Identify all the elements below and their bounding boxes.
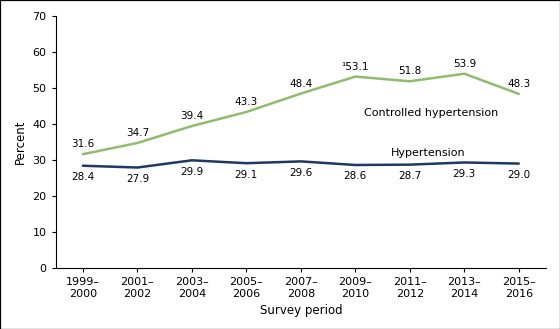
X-axis label: Survey period: Survey period [259, 304, 342, 317]
Text: Hypertension: Hypertension [391, 148, 465, 158]
Text: 28.4: 28.4 [71, 172, 95, 182]
Text: 34.7: 34.7 [126, 128, 149, 138]
Text: 48.3: 48.3 [507, 79, 530, 89]
Text: 31.6: 31.6 [71, 139, 95, 149]
Text: 28.6: 28.6 [344, 171, 367, 182]
Y-axis label: Percent: Percent [14, 120, 27, 164]
Text: 48.4: 48.4 [289, 79, 312, 89]
Text: 29.3: 29.3 [452, 169, 476, 179]
Text: 29.1: 29.1 [235, 170, 258, 180]
Text: 29.9: 29.9 [180, 167, 203, 177]
Text: 39.4: 39.4 [180, 111, 203, 121]
Text: 53.9: 53.9 [452, 59, 476, 69]
Text: 27.9: 27.9 [126, 174, 149, 184]
Text: Controlled hypertension: Controlled hypertension [363, 108, 498, 118]
Text: 29.6: 29.6 [289, 168, 312, 178]
Text: 28.7: 28.7 [398, 171, 422, 181]
Text: 51.8: 51.8 [398, 66, 422, 76]
Text: 43.3: 43.3 [235, 97, 258, 107]
Text: 29.0: 29.0 [507, 170, 530, 180]
Text: ¹53.1: ¹53.1 [342, 62, 369, 71]
